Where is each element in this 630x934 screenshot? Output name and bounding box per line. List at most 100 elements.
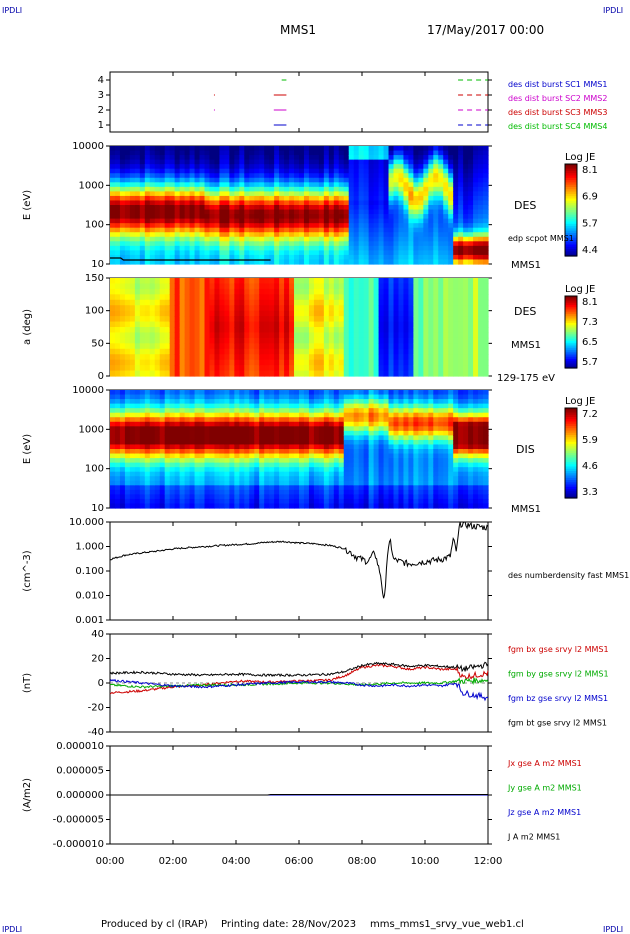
spectrogram-cell bbox=[343, 150, 350, 156]
spectrogram-cell bbox=[428, 348, 434, 355]
spectrogram-cell bbox=[269, 278, 275, 285]
spectrogram-cell bbox=[303, 164, 310, 170]
spectrogram-cell bbox=[423, 259, 429, 265]
spectrogram-cell bbox=[289, 435, 295, 441]
spectrogram-cell bbox=[478, 288, 484, 295]
spectrogram-cell bbox=[323, 209, 330, 215]
spectrogram-cell bbox=[204, 223, 211, 229]
spectrogram-cell bbox=[224, 214, 230, 220]
spectrogram-cell bbox=[373, 343, 380, 350]
spectrogram-cell bbox=[164, 343, 171, 350]
spectrogram-cell bbox=[179, 173, 186, 179]
spectrogram-cell bbox=[119, 278, 126, 285]
spectrogram-cell bbox=[398, 254, 405, 261]
spectrogram-cell bbox=[224, 365, 230, 372]
spectrogram-cell bbox=[323, 182, 330, 188]
spectrogram-cell bbox=[468, 168, 474, 174]
spectrogram-cell bbox=[164, 214, 171, 220]
spectrogram-cell bbox=[318, 177, 325, 183]
spectrogram-cell bbox=[274, 408, 280, 414]
colorbar-title: Log JE bbox=[565, 284, 595, 295]
spectrogram-cell bbox=[144, 236, 151, 242]
spectrogram-cell bbox=[244, 316, 250, 323]
spectrogram-cell bbox=[378, 150, 385, 156]
spectrogram-cell bbox=[358, 155, 365, 161]
spectrogram-cell bbox=[264, 164, 270, 170]
spectrogram-cell bbox=[174, 186, 181, 192]
spectrogram-cell bbox=[219, 485, 225, 491]
panel-3-ytick-label: 50 bbox=[91, 338, 104, 349]
spectrogram-cell bbox=[418, 195, 424, 202]
spectrogram-cell bbox=[110, 458, 116, 464]
spectrogram-cell bbox=[269, 214, 275, 220]
spectrogram-cell bbox=[478, 254, 484, 261]
spectrogram-cell bbox=[318, 310, 325, 317]
spectrogram-cell bbox=[463, 343, 469, 350]
spectrogram-cell bbox=[348, 426, 355, 432]
spectrogram-cell bbox=[343, 195, 350, 202]
spectrogram-cell bbox=[393, 294, 400, 301]
spectrogram-cell bbox=[328, 467, 335, 473]
spectrogram-cell bbox=[289, 343, 295, 350]
spectrogram-cell bbox=[393, 227, 400, 233]
spectrogram-cell bbox=[174, 480, 181, 486]
spectrogram-cell bbox=[249, 453, 255, 459]
spectrogram-cell bbox=[164, 310, 171, 317]
spectrogram-cell bbox=[463, 195, 469, 202]
spectrogram-cell bbox=[204, 426, 211, 432]
spectrogram-cell bbox=[458, 332, 464, 339]
spectrogram-cell bbox=[279, 218, 285, 224]
spectrogram-cell bbox=[174, 168, 181, 174]
spectrogram-cell bbox=[124, 394, 131, 400]
spectrogram-cell bbox=[274, 476, 280, 482]
spectrogram-cell bbox=[139, 476, 146, 482]
spectrogram-cell bbox=[343, 408, 350, 414]
spectrogram-cell bbox=[433, 337, 439, 344]
spectrogram-cell bbox=[383, 254, 390, 261]
spectrogram-cell bbox=[124, 365, 131, 372]
spectrogram-cell bbox=[239, 390, 245, 396]
spectrogram-cell bbox=[184, 200, 191, 206]
spectrogram-cell bbox=[318, 462, 325, 468]
spectrogram-cell bbox=[363, 177, 370, 183]
spectrogram-cell bbox=[149, 337, 156, 344]
spectrogram-cell bbox=[214, 164, 221, 170]
spectrogram-cell bbox=[179, 480, 186, 486]
spectrogram-cell bbox=[124, 449, 131, 455]
spectrogram-cell bbox=[463, 337, 469, 344]
spectrogram-cell bbox=[323, 430, 330, 436]
spectrogram-cell bbox=[189, 390, 196, 396]
spectrogram-cell bbox=[284, 439, 290, 446]
spectrogram-cell bbox=[299, 205, 305, 211]
spectrogram-cell bbox=[343, 444, 350, 450]
spectrogram-cell bbox=[289, 288, 295, 295]
spectrogram-cell bbox=[284, 435, 290, 441]
spectrogram-cell bbox=[124, 195, 131, 202]
spectrogram-cell bbox=[269, 412, 275, 418]
spectrogram-cell bbox=[453, 343, 459, 350]
spectrogram-cell bbox=[239, 288, 245, 295]
spectrogram-cell bbox=[303, 155, 310, 161]
spectrogram-cell bbox=[224, 408, 230, 414]
spectrogram-cell bbox=[289, 316, 295, 323]
spectrogram-cell bbox=[264, 462, 270, 468]
spectrogram-cell bbox=[294, 173, 300, 179]
spectrogram-cell bbox=[408, 200, 414, 206]
spectrogram-cell bbox=[134, 150, 141, 156]
spectrogram-cell bbox=[174, 227, 181, 233]
spectrogram-cell bbox=[274, 227, 280, 233]
spectrogram-cell bbox=[189, 348, 196, 355]
spectrogram-cell bbox=[443, 327, 449, 334]
spectrogram-cell bbox=[194, 182, 201, 188]
spectrogram-cell bbox=[328, 232, 335, 238]
spectrogram-cell bbox=[338, 232, 345, 238]
spectrogram-cell bbox=[318, 485, 325, 491]
spectrogram-cell bbox=[259, 348, 265, 355]
spectrogram-cell bbox=[229, 435, 235, 441]
spectrogram-cell bbox=[119, 168, 126, 174]
spectrogram-cell bbox=[279, 412, 285, 418]
spectrogram-cell bbox=[294, 218, 300, 224]
spectrogram-cell bbox=[139, 305, 146, 312]
spectrogram-cell bbox=[294, 321, 300, 328]
spectrogram-cell bbox=[423, 359, 429, 366]
